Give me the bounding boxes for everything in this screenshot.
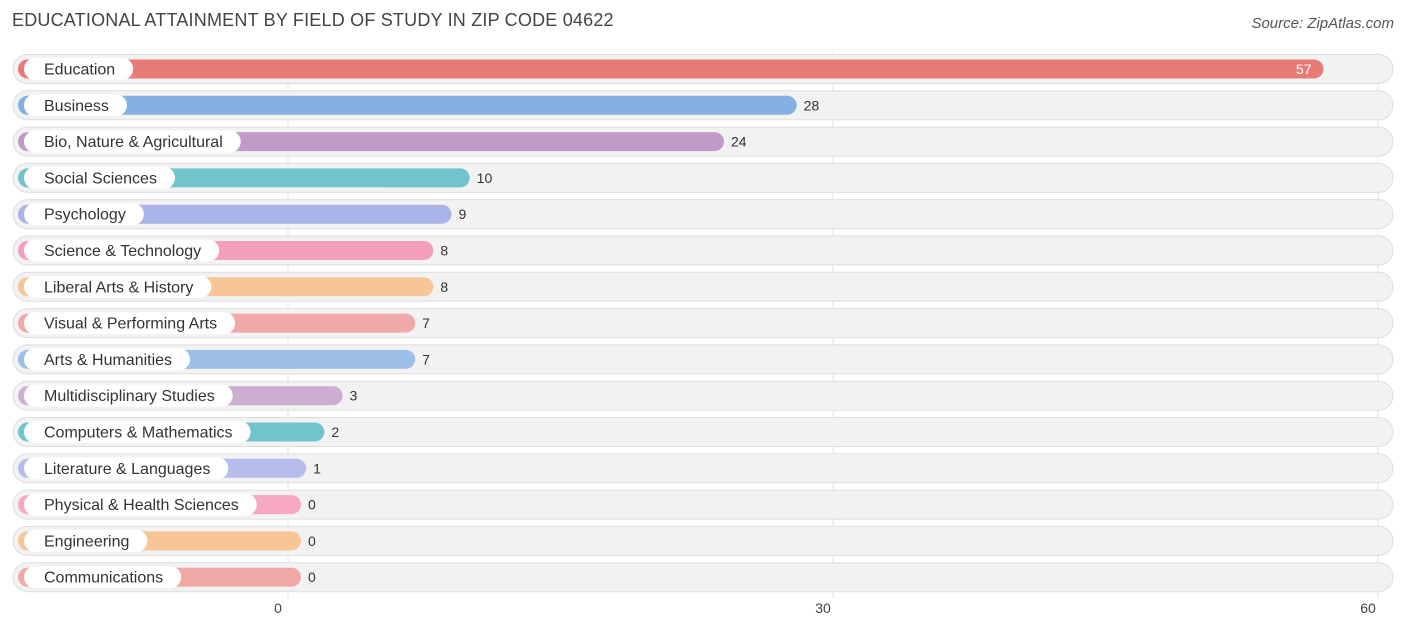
category-label: Science & Technology xyxy=(44,243,201,260)
category-label: Arts & Humanities xyxy=(44,352,172,369)
category-label-pill xyxy=(24,130,241,153)
bar-row: Visual & Performing Arts 7 xyxy=(12,308,1394,339)
bar-row: Arts & Humanities 7 xyxy=(12,344,1394,375)
category-label: Multidisciplinary Studies xyxy=(44,388,215,405)
category-label: Education xyxy=(44,62,115,79)
value-label: 8 xyxy=(440,243,448,259)
category-label-pill xyxy=(24,239,220,262)
x-tick-label: 30 xyxy=(815,600,831,616)
value-label: 0 xyxy=(308,569,316,585)
bar-row: Education 57 xyxy=(12,54,1394,84)
bar-row: Psychology 9 xyxy=(12,199,1394,230)
category-label: Social Sciences xyxy=(44,170,157,187)
bar-row: Computers & Mathematics 2 xyxy=(12,417,1394,447)
value-label: 1 xyxy=(313,460,321,476)
chart-title: EDUCATIONAL ATTAINMENT BY FIELD OF STUDY… xyxy=(12,10,614,30)
category-label-pill xyxy=(24,58,134,80)
value-label: 9 xyxy=(459,206,467,222)
category-label-pill xyxy=(24,348,191,371)
category-label-pill xyxy=(24,566,182,589)
value-label: 0 xyxy=(308,497,316,513)
category-label-pill xyxy=(24,203,144,226)
category-label: Business xyxy=(44,98,109,115)
bar-row: Bio, Nature & Agricultural 24 xyxy=(12,126,1394,157)
bar-row: Literature & Languages 1 xyxy=(12,453,1394,484)
value-label: 0 xyxy=(308,533,316,549)
category-label-pill xyxy=(24,275,212,298)
x-tick-label: 0 xyxy=(274,600,282,616)
value-label: 28 xyxy=(804,97,820,113)
value-label: 7 xyxy=(422,351,430,367)
category-label-pill xyxy=(24,166,175,189)
bar-row: Multidisciplinary Studies 3 xyxy=(12,380,1394,411)
bar[interactable] xyxy=(18,95,797,115)
value-label: 7 xyxy=(422,315,430,331)
value-label: 2 xyxy=(331,424,339,440)
bar-row: Business 28 xyxy=(12,90,1394,121)
bar-row: Social Sciences 10 xyxy=(12,162,1394,193)
bar-row: Physical & Health Sciences 0 xyxy=(12,489,1394,520)
category-label-pill xyxy=(24,94,127,117)
category-label: Bio, Nature & Agricultural xyxy=(44,134,223,151)
category-label: Computers & Mathematics xyxy=(44,425,233,442)
source-credit: Source: ZipAtlas.com xyxy=(1251,15,1394,32)
bar-row: Engineering 0 xyxy=(12,525,1394,556)
bar-track xyxy=(12,489,1394,520)
value-label: 57 xyxy=(1296,61,1312,77)
category-label-pill xyxy=(24,384,233,407)
category-label-pill xyxy=(24,493,257,516)
value-label: 24 xyxy=(731,134,747,150)
bar-track xyxy=(12,380,1394,411)
bar-track xyxy=(12,453,1394,484)
category-label-pill xyxy=(24,529,148,552)
category-label-pill xyxy=(24,457,229,480)
bar-track xyxy=(12,562,1394,593)
bar-row: Communications 0 xyxy=(12,562,1394,593)
category-label: Liberal Arts & History xyxy=(44,279,193,296)
x-axis-ticks: 0 30 60 xyxy=(274,600,1376,616)
bar-track xyxy=(12,417,1394,447)
category-label-pill xyxy=(24,421,251,443)
bar-track xyxy=(12,525,1394,556)
category-label: Communications xyxy=(44,570,163,587)
x-tick-label: 60 xyxy=(1360,600,1376,616)
category-label-pill xyxy=(24,312,236,335)
category-label: Engineering xyxy=(44,533,129,550)
value-label: 8 xyxy=(440,279,448,295)
category-label: Visual & Performing Arts xyxy=(44,316,217,333)
category-label: Psychology xyxy=(44,207,126,224)
value-label: 10 xyxy=(477,170,493,186)
bar-row: Science & Technology 8 xyxy=(12,235,1394,266)
category-label: Literature & Languages xyxy=(44,461,210,478)
bar-row: Liberal Arts & History 8 xyxy=(12,271,1394,302)
value-label: 3 xyxy=(350,388,358,404)
category-label: Physical & Health Sciences xyxy=(44,497,239,514)
bar[interactable] xyxy=(18,59,1324,79)
